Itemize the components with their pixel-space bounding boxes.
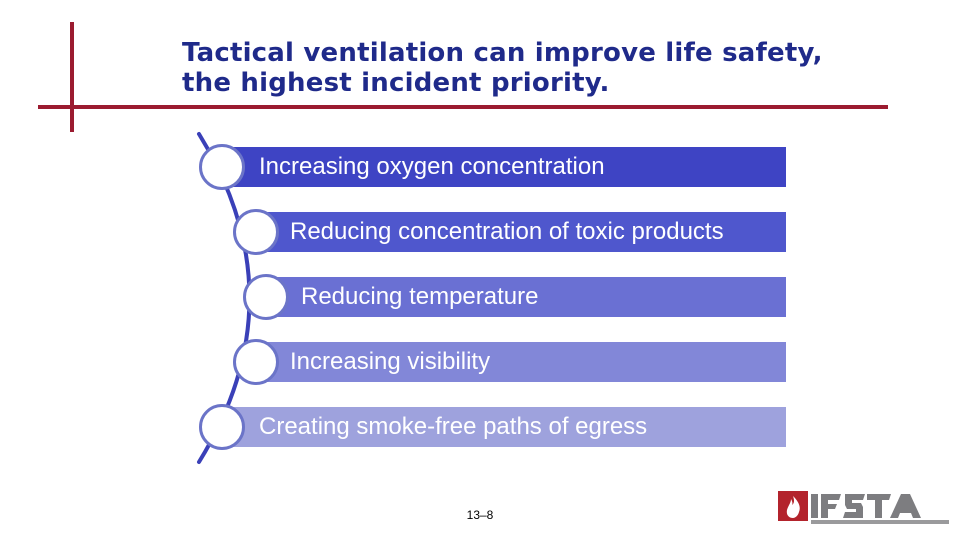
list-item-label: Increasing visibility bbox=[290, 348, 491, 375]
list-item-bar: Reducing concentration of toxic products bbox=[256, 212, 786, 252]
list-item-bar: Reducing temperature bbox=[266, 277, 786, 317]
ifsta-logo bbox=[778, 491, 949, 524]
list-item-label: Reducing concentration of toxic products bbox=[290, 218, 724, 245]
bullet-circle bbox=[199, 144, 245, 190]
accent-vertical-line bbox=[70, 22, 74, 132]
slide-title: Tactical ventilation can improve life sa… bbox=[182, 38, 823, 98]
flame-house-icon bbox=[778, 491, 808, 521]
list-item-label: Reducing temperature bbox=[301, 283, 539, 310]
bullet-circle bbox=[233, 339, 279, 385]
bullet-circle bbox=[233, 209, 279, 255]
bullet-circle bbox=[243, 274, 289, 320]
list-item-label: Creating smoke-free paths of egress bbox=[259, 413, 648, 440]
page-number: 13–8 bbox=[466, 508, 494, 522]
accent-horizontal-line bbox=[38, 105, 888, 109]
list-item-bar: Increasing visibility bbox=[256, 342, 786, 382]
list-item-bar: Increasing oxygen concentration bbox=[222, 147, 786, 187]
list-item-label: Increasing oxygen concentration bbox=[259, 153, 605, 180]
list-item-bar: Creating smoke-free paths of egress bbox=[222, 407, 786, 447]
bullet-circle bbox=[199, 404, 245, 450]
